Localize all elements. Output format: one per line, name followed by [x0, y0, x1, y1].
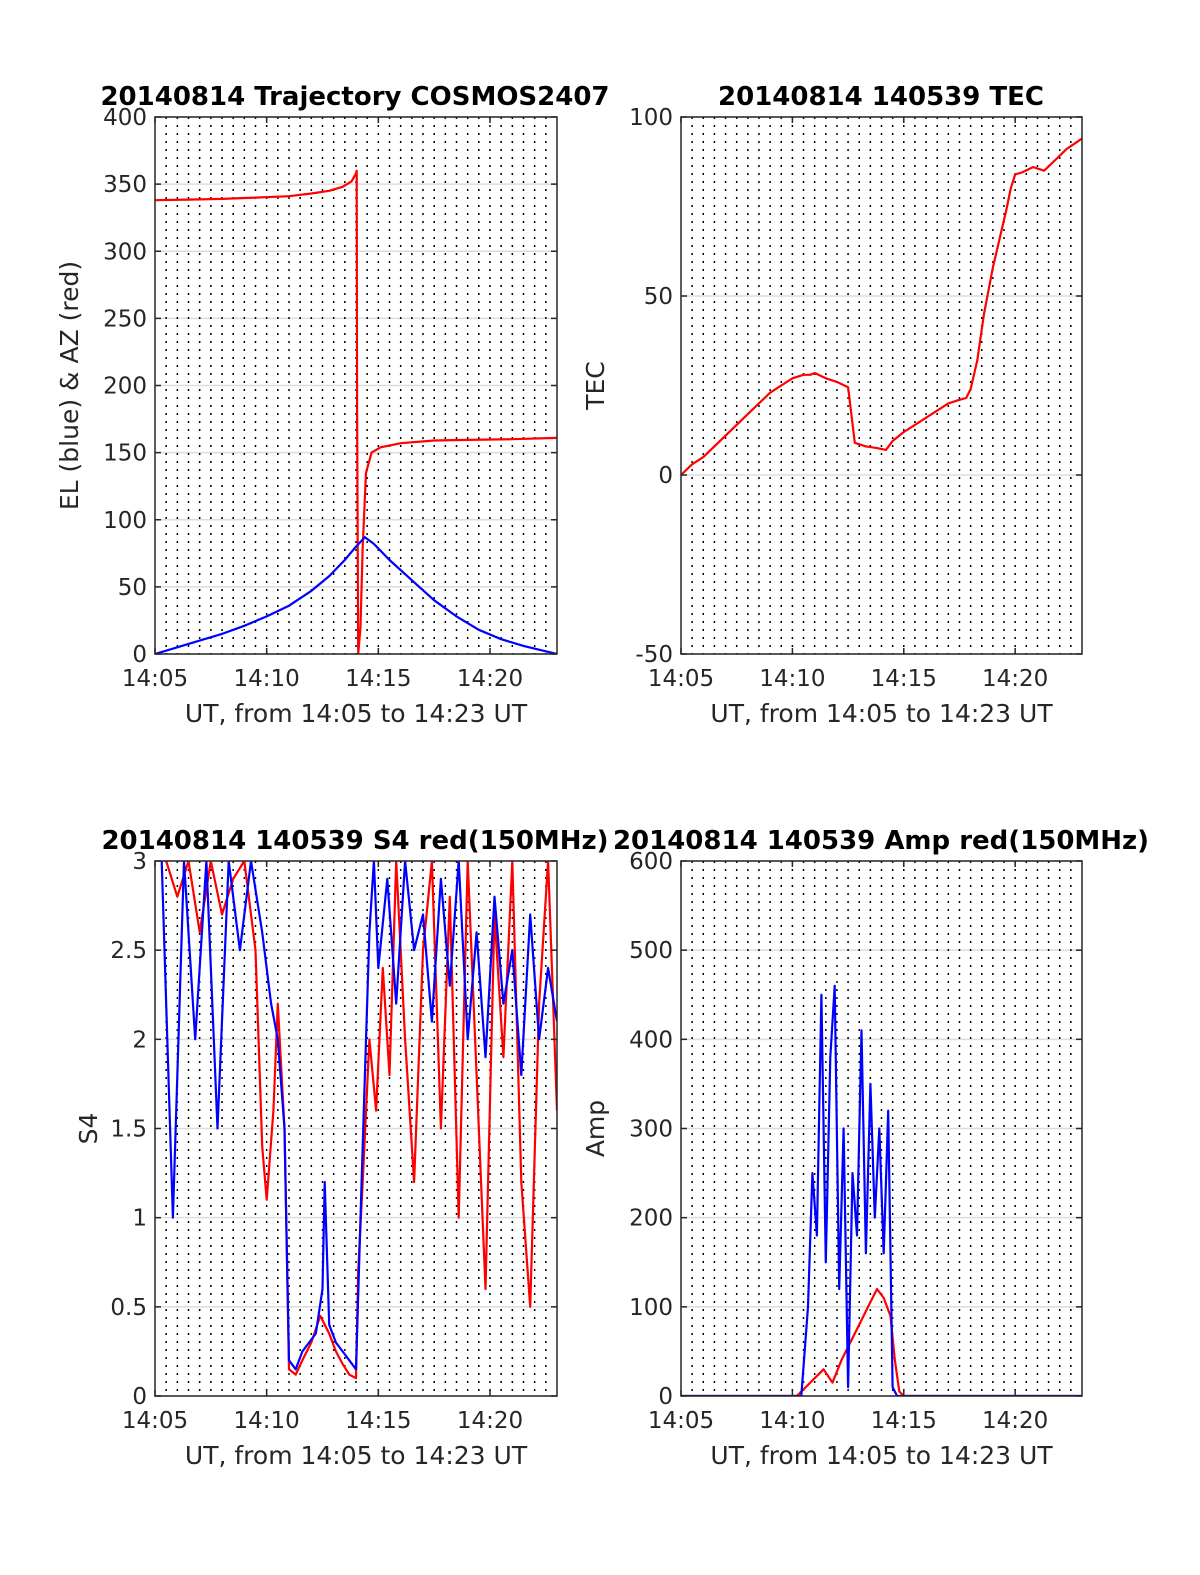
y-axis-label: Amp — [581, 1100, 610, 1157]
y-tick-label: 150 — [103, 441, 147, 467]
y-tick-label: 0 — [658, 1384, 673, 1410]
y-tick-label: 0.5 — [110, 1295, 147, 1321]
y-tick-label: 0 — [132, 642, 147, 668]
series-line-tec — [681, 137, 1082, 476]
s4-panel: 14:05 14:10 14:15 14:20 0 0.5 1 1.5 2 2.5 32014081… — [74, 826, 609, 1470]
y-tick-label: 100 — [629, 105, 673, 131]
x-axis-label: UT, from 14:05 to 14:23 UT — [185, 1441, 528, 1470]
x-tick-label: 14:05 — [122, 1408, 188, 1434]
chart-title: 20140814 140539 TEC — [718, 82, 1044, 112]
y-tick-label: 0 — [132, 1384, 147, 1410]
y-tick-label: -50 — [635, 642, 673, 668]
x-tick-label: 14:10 — [759, 1408, 825, 1434]
chart-title: 20140814 140539 Amp red(150MHz) — [613, 826, 1149, 856]
y-tick-label: 400 — [103, 105, 147, 131]
x-tick-label: 14:05 — [648, 666, 714, 692]
x-tick-label: 14:15 — [871, 666, 937, 692]
chart-title: 20140814 Trajectory COSMOS2407 — [100, 82, 609, 112]
y-tick-label: 2.5 — [110, 938, 147, 964]
x-tick-label: 14:20 — [457, 666, 523, 692]
x-tick-label: 14:10 — [234, 666, 300, 692]
series-line-amp — [681, 984, 1082, 1396]
y-tick-label: 400 — [629, 1027, 673, 1053]
y-tick-label: 500 — [629, 938, 673, 964]
y-tick-label: 600 — [629, 849, 673, 875]
y-axis-label: TEC — [581, 361, 610, 411]
x-tick-label: 14:15 — [345, 1408, 411, 1434]
y-tick-label: 50 — [644, 284, 673, 310]
trajectory-panel: 14:05 14:10 14:15 14:20 0 50 100 150 200 250 300 35… — [55, 82, 610, 728]
y-tick-label: 50 — [118, 575, 147, 601]
y-tick-label: 100 — [629, 1295, 673, 1321]
y-tick-label: 300 — [103, 239, 147, 265]
x-tick-label: 14:20 — [982, 666, 1048, 692]
y-tick-label: 350 — [103, 172, 147, 198]
series-line-el — [155, 536, 557, 654]
x-tick-label: 14:20 — [457, 1408, 523, 1434]
x-tick-label: 14:05 — [648, 1408, 714, 1434]
x-axis-label: UT, from 14:05 to 14:23 UT — [710, 699, 1053, 728]
y-tick-label: 0 — [658, 463, 673, 489]
series-line-s4 — [160, 861, 557, 1371]
y-tick-label: 300 — [629, 1117, 673, 1143]
tec-panel: 14:05 14:10 14:15 14:20 -50 0 50 100 20140814 14… — [581, 82, 1083, 728]
amp-panel: 14:05 14:10 14:15 14:20 0 100 200 300 400 500 6002… — [581, 826, 1149, 1470]
x-tick-label: 14:10 — [234, 1408, 300, 1434]
y-axis-label: EL (blue) & AZ (red) — [55, 261, 84, 510]
y-tick-label: 2 — [132, 1027, 147, 1053]
y-tick-label: 200 — [103, 374, 147, 400]
y-tick-label: 1.5 — [110, 1117, 147, 1143]
series-line-az — [155, 169, 557, 654]
y-tick-label: 200 — [629, 1206, 673, 1232]
x-axis-label: UT, from 14:05 to 14:23 UT — [185, 699, 528, 728]
x-axis-label: UT, from 14:05 to 14:23 UT — [710, 1441, 1053, 1470]
series-line-amp — [681, 1287, 1082, 1396]
chart-title: 20140814 140539 S4 red(150MHz) — [101, 826, 608, 856]
y-axis-label: S4 — [74, 1113, 103, 1145]
x-tick-label: 14:10 — [759, 666, 825, 692]
x-tick-label: 14:15 — [871, 1408, 937, 1434]
y-tick-label: 100 — [103, 508, 147, 534]
axes-box — [680, 116, 1083, 655]
x-tick-label: 14:20 — [982, 1408, 1048, 1434]
x-tick-label: 14:05 — [122, 666, 188, 692]
y-tick-label: 3 — [132, 849, 147, 875]
x-tick-label: 14:15 — [345, 666, 411, 692]
y-tick-label: 1 — [132, 1206, 147, 1232]
y-tick-label: 250 — [103, 306, 147, 332]
